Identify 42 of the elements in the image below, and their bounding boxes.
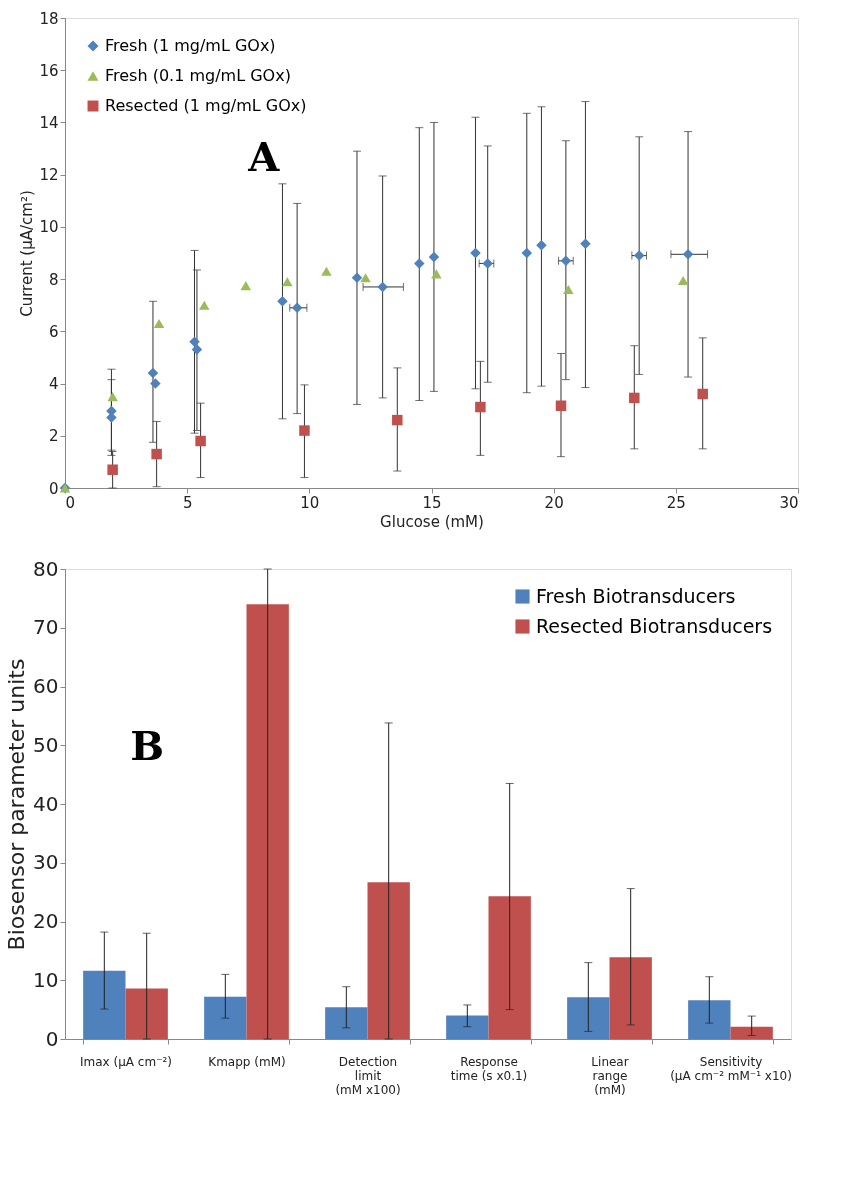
x-tick-label: 20 — [544, 493, 564, 512]
y-tick-label: 18 — [39, 9, 59, 28]
x-tick-label: 25 — [666, 493, 686, 512]
y-axis-title: Current (µA/cm²) — [18, 190, 37, 317]
y-tick-label: 40 — [33, 791, 59, 816]
x-tick-label: Detection limit (mM x100) — [335, 1054, 401, 1097]
x-tick-label: Sensitivity (µA cm⁻² mM⁻¹ x10) — [670, 1054, 792, 1083]
y-tick-label: 6 — [48, 322, 59, 341]
legend-label: Resected (1 mg/mL GOx) — [105, 96, 307, 115]
x-tick-label: Imax (µA cm⁻²) — [80, 1054, 172, 1069]
y-tick-label: 60 — [33, 674, 59, 698]
y-tick-label: 0 — [48, 479, 59, 498]
y-tick-label: 8 — [48, 270, 59, 289]
y-tick-label: 2 — [48, 427, 59, 446]
y-tick-label: 16 — [39, 61, 59, 80]
y-tick-label: 80 — [33, 556, 59, 581]
annotation: A — [247, 133, 281, 180]
x-axis-title: Glucose (mM) — [380, 512, 484, 531]
x-tick-label: 5 — [182, 493, 193, 512]
y-tick-label: 70 — [33, 615, 59, 640]
y-tick-label: 50 — [33, 732, 59, 757]
legend-label: Fresh (1 mg/mL GOx) — [105, 36, 276, 55]
y-tick-label: 12 — [39, 166, 59, 185]
x-tick-label: 30 — [779, 493, 799, 512]
x-tick-label: Response time (s x0.1) — [450, 1054, 528, 1083]
x-tick-label: Linear range (mM) — [591, 1054, 629, 1097]
y-tick-label: 20 — [33, 909, 59, 933]
legend-label: Fresh Biotransducers — [536, 584, 736, 607]
x-tick-label: 15 — [422, 493, 442, 512]
y-axis-title: Biosensor parameter units — [4, 658, 30, 951]
y-tick-label: 10 — [39, 218, 59, 237]
y-tick-label: 0 — [45, 1026, 59, 1051]
x-tick-label: Kmapp (mM) — [208, 1054, 286, 1069]
y-tick-label: 30 — [33, 850, 59, 875]
x-tick-label: 0 — [65, 493, 76, 512]
legend-label: Resected Biotransducers — [536, 614, 773, 637]
y-tick-label: 14 — [39, 113, 59, 132]
x-tick-label: 10 — [300, 493, 320, 512]
y-tick-label: 4 — [48, 375, 59, 394]
annotation: B — [130, 721, 165, 769]
legend-label: Fresh (0.1 mg/mL GOx) — [105, 66, 291, 85]
y-tick-label: 10 — [33, 967, 59, 992]
